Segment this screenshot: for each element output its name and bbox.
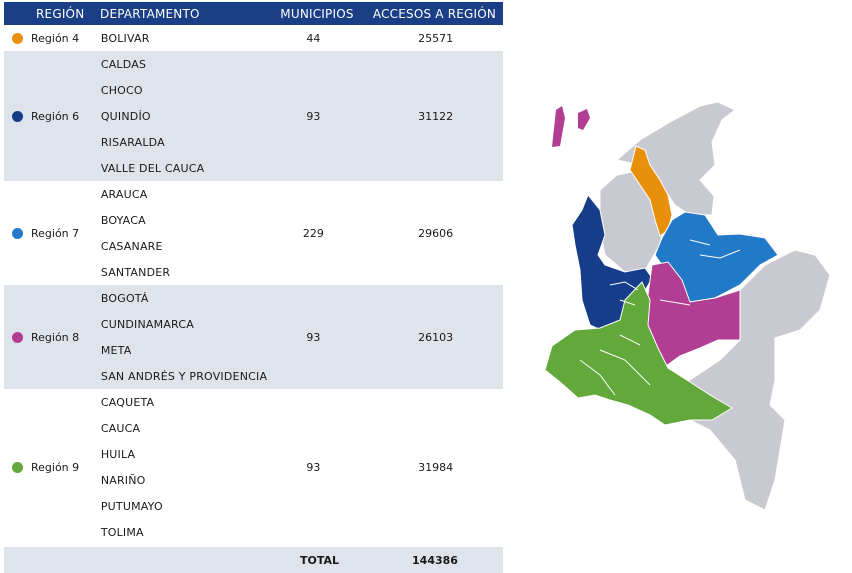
municipalities-value: 93	[306, 109, 321, 123]
header-municipalities: MUNICIPIOS	[280, 6, 354, 21]
department-name: ARAUCA	[100, 187, 148, 201]
region-name: Región 4	[31, 31, 80, 45]
region-9-color-dot	[12, 461, 23, 473]
department-name: BOLIVAR	[100, 31, 150, 45]
header-accesses: ACCESOS A REGIÓN	[372, 6, 497, 21]
municipalities-value: 44	[306, 31, 321, 45]
region-6-color-dot	[12, 110, 23, 122]
region-row-9: Región 9 CAQUETA CAUCA HUILA NARIÑO PUTU…	[4, 389, 503, 545]
region-7-color-dot	[12, 227, 23, 239]
accesses-value: 31122	[418, 109, 454, 123]
accesses-value: 29606	[418, 226, 454, 240]
accesses-value: 26103	[418, 330, 454, 344]
map-region-9	[544, 281, 733, 426]
region-row-7: Región 7 ARAUCA BOYACA CASANARE SANTANDE…	[4, 181, 503, 285]
department-name: SAN ANDRÉS Y PROVIDENCIA	[100, 369, 268, 383]
region-8-color-dot	[12, 331, 23, 343]
department-name: TOLIMA	[100, 525, 144, 539]
region-row-6: Región 6 CALDAS CHOCO QUINDÍO RISARALDA …	[4, 51, 503, 181]
region-name: Región 7	[31, 226, 80, 240]
municipalities-value: 93	[306, 330, 321, 344]
department-name: CHOCO	[100, 83, 143, 97]
header-department: DEPARTAMENTO	[100, 6, 200, 21]
header-region: REGIÓN	[36, 6, 85, 21]
accesses-value: 25571	[418, 31, 454, 45]
colombia-region-map	[544, 101, 831, 511]
total-value: 144386	[412, 553, 458, 567]
region-name: Región 8	[31, 330, 80, 344]
department-name: CAUCA	[100, 421, 141, 435]
region-row-4: Región 4 BOLIVAR 44 25571	[4, 25, 503, 51]
department-name: QUINDÍO	[100, 109, 151, 123]
department-name: CUNDINAMARCA	[100, 317, 194, 331]
municipalities-value: 93	[306, 460, 321, 474]
department-name: RISARALDA	[100, 135, 165, 149]
department-name: BOGOTÁ	[100, 291, 149, 305]
department-name: HUILA	[100, 447, 136, 461]
map-internal-borders	[579, 239, 741, 396]
department-name: BOYACA	[100, 213, 146, 227]
region-row-8: Región 8 BOGOTÁ CUNDINAMARCA META SAN AN…	[4, 285, 503, 389]
table-header: REGIÓN DEPARTAMENTO MUNICIPIOS ACCESOS A…	[4, 2, 503, 25]
department-name: NARIÑO	[100, 473, 146, 487]
department-name: CAQUETA	[100, 395, 155, 409]
department-name: VALLE DEL CAUCA	[100, 161, 205, 175]
department-name: CASANARE	[100, 239, 163, 253]
regions-table: REGIÓN DEPARTAMENTO MUNICIPIOS ACCESOS A…	[4, 2, 503, 573]
department-name: META	[100, 343, 132, 357]
accesses-value: 31984	[418, 460, 454, 474]
region-name: Región 6	[31, 109, 80, 123]
total-label: TOTAL	[300, 553, 340, 567]
department-name: CALDAS	[100, 57, 147, 71]
department-name: PUTUMAYO	[100, 499, 163, 513]
total-row: TOTAL 144386	[4, 547, 503, 573]
region-name: Región 9	[31, 460, 80, 474]
municipalities-value: 229	[302, 226, 324, 240]
san-andres-island	[552, 106, 565, 147]
providencia-island	[578, 109, 590, 130]
region-4-color-dot	[12, 32, 23, 44]
department-name: SANTANDER	[100, 265, 171, 279]
